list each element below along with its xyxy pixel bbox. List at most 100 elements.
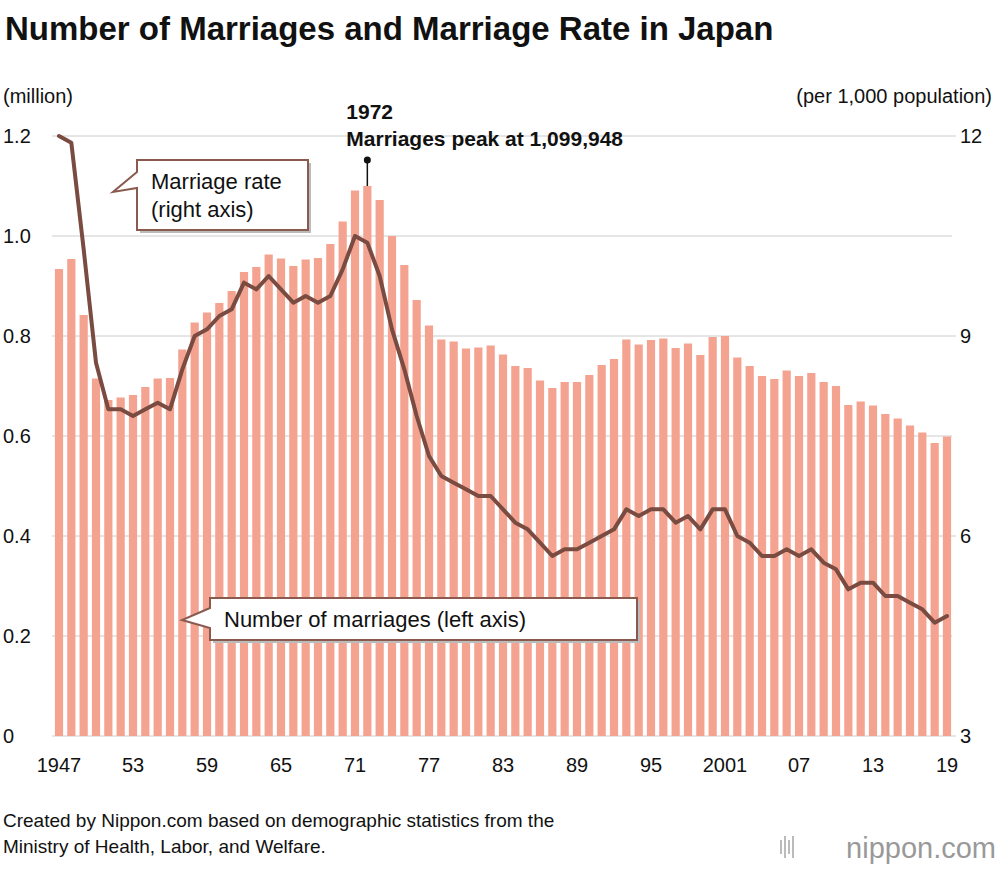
bar [598, 365, 606, 736]
y2-tick [952, 536, 956, 537]
bar [573, 382, 581, 736]
callout-box [113, 160, 308, 230]
bar [129, 395, 137, 736]
x-tick-label: 59 [196, 754, 218, 776]
y2-tick [952, 736, 956, 737]
series-callout: Number of marriages (left axis) [182, 598, 640, 643]
x-tick-label: 95 [640, 754, 662, 776]
bar [659, 339, 667, 737]
bar [622, 340, 630, 737]
bar [203, 313, 211, 737]
bar [425, 326, 433, 737]
bar [585, 375, 593, 736]
y-tick-label: 0.4 [3, 525, 31, 547]
bar [92, 379, 100, 737]
x-tick-label: 65 [270, 754, 292, 776]
logo-icon [788, 840, 790, 854]
bar [709, 337, 717, 736]
bar [302, 260, 310, 737]
bar [450, 342, 458, 737]
bar [524, 368, 532, 736]
bar [240, 272, 248, 736]
y-tick-label: 0.2 [3, 625, 31, 647]
bar [783, 371, 791, 737]
plot-area [55, 136, 951, 736]
bar [104, 400, 112, 736]
bar [351, 191, 359, 737]
y-tick-label: 0.6 [3, 425, 31, 447]
bar [474, 348, 482, 737]
bar [363, 186, 371, 736]
bar [265, 255, 273, 737]
x-tick-label: 77 [418, 754, 440, 776]
bar [647, 340, 655, 736]
bar [437, 340, 445, 737]
annotation: 1972 [346, 100, 393, 123]
bar [117, 398, 125, 737]
y-axis-label: (million) [3, 85, 73, 107]
x-tick-label: 07 [788, 754, 810, 776]
series-callout: Marriage rate (right axis) [113, 160, 311, 233]
bar [881, 414, 889, 736]
y-tick-label: 0 [3, 725, 14, 747]
x-tick-label: 89 [566, 754, 588, 776]
y2-tick-label: 6 [960, 525, 971, 547]
bar [844, 405, 852, 736]
bar [536, 381, 544, 737]
bar [55, 269, 63, 736]
series-name-line: Marriage rate [151, 169, 282, 194]
series-name: Number of marriages (left axis) [224, 607, 526, 632]
y2-tick [952, 336, 956, 337]
bar [561, 382, 569, 736]
bar [166, 378, 174, 736]
bar [314, 258, 322, 736]
chart: Number of Marriages and Marriage Rate in… [0, 0, 1000, 870]
series-name: Marriage rate (right axis) [151, 169, 282, 222]
bar [462, 349, 470, 737]
callout-box [182, 598, 637, 640]
bar [326, 244, 334, 736]
logo: nippon.com [846, 832, 996, 864]
x-tick-label: 53 [122, 754, 144, 776]
bar [67, 259, 75, 736]
logo-icon [792, 836, 794, 858]
series-name-line: (right axis) [151, 197, 254, 222]
bar [684, 344, 692, 737]
y-tick-label: 0.8 [3, 325, 31, 347]
bar [672, 348, 680, 736]
bar [548, 388, 556, 736]
bar [943, 437, 951, 737]
title: Number of Marriages and Marriage Rate in… [5, 10, 773, 47]
bar [154, 379, 162, 737]
bar [215, 303, 223, 736]
y2-tick-label: 9 [960, 325, 971, 347]
bar [931, 443, 939, 736]
bar [721, 336, 729, 736]
annotation-dot [364, 157, 371, 164]
bar [339, 222, 347, 737]
x-tick-label: 1947 [37, 754, 82, 776]
background [0, 0, 1000, 870]
bar [733, 358, 741, 737]
y2-tick [952, 136, 956, 137]
source: Ministry of Health, Labor, and Welfare. [3, 836, 326, 857]
bar [80, 315, 88, 736]
bar [511, 366, 519, 736]
bar [918, 433, 926, 737]
bar [906, 426, 914, 737]
x-tick-label: 71 [344, 754, 366, 776]
bar [832, 386, 840, 736]
bar [635, 345, 643, 737]
bar [487, 346, 495, 737]
bar [894, 419, 902, 737]
x-tick-label: 13 [862, 754, 884, 776]
annotation-leader [367, 160, 369, 186]
bar [696, 355, 704, 736]
y2-axis-label: (per 1,000 population) [796, 85, 992, 107]
x-tick-label: 2001 [703, 754, 748, 776]
bar [289, 266, 297, 736]
line [59, 136, 947, 623]
x-tick-label: 19 [936, 754, 958, 776]
bar [610, 359, 618, 736]
bar [178, 350, 186, 737]
